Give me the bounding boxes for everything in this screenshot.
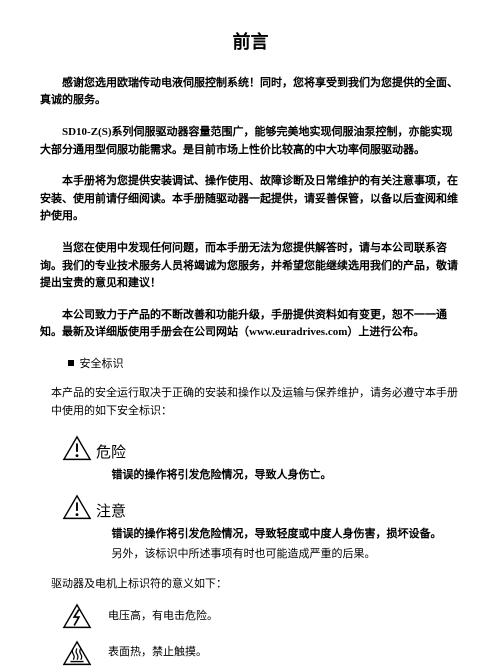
high-voltage-row: 电压高，有电击危险。 [62, 603, 461, 629]
caution-text-block: 错误的操作将引发危险情况，导致轻度或中度人身伤害，损坏设备。 另外，该标识中所述… [112, 526, 462, 563]
bullet-icon [68, 360, 74, 366]
danger-label: 危险 [96, 441, 126, 465]
hot-surface-text: 表面热，禁止触摸。 [108, 644, 207, 662]
symbols-intro: 驱动器及电机上标识符的意义如下： [51, 576, 461, 594]
caution-row: 注意 [62, 494, 461, 524]
page-title: 前言 [40, 28, 461, 57]
danger-text: 错误的操作将引发危险情况，导致人身伤亡。 [112, 467, 462, 485]
paragraph-5: 本公司致力于产品的不断改善和功能升级，手册提供资料如有变更，恕不一一通知。最新及… [40, 307, 461, 342]
hot-surface-row: 表面热，禁止触摸。 [62, 640, 461, 666]
caution-text: 错误的操作将引发危险情况，导致轻度或中度人身伤害，损坏设备。 [112, 526, 462, 544]
paragraph-4: 当您在使用中发现任何问题，而本手册无法为您提供解答时，请与本公司联系咨询。我们的… [40, 240, 461, 293]
paragraph-2: SD10-Z(S)系列伺服驱动器容量范围广，能够完美地实现伺服油泵控制，亦能实现… [40, 124, 461, 159]
section-header-row: 安全标识 [68, 356, 462, 374]
caution-subtext: 另外，该标识中所述事项有时也可能造成严重的后果。 [112, 546, 462, 564]
paragraph-1: 感谢您选用欧瑞传动电液伺服控制系统！同时，您将享受到我们为您提供的全面、真诚的服… [40, 75, 461, 110]
caution-label: 注意 [96, 500, 126, 524]
danger-row: 危险 [62, 435, 461, 465]
paragraph-3: 本手册将为您提供安装调试、操作使用、故障诊断及日常维护的有关注意事项，在安装、使… [40, 173, 461, 226]
danger-triangle-icon [62, 435, 92, 461]
danger-text-block: 错误的操作将引发危险情况，导致人身伤亡。 [112, 467, 462, 485]
high-voltage-icon [62, 603, 92, 629]
safety-intro: 本产品的安全运行取决于正确的安装和操作以及运输与保养维护，请务必遵守本手册中使用… [51, 384, 461, 421]
hot-surface-icon [62, 640, 92, 666]
section-header: 安全标识 [80, 358, 124, 370]
caution-triangle-icon [62, 494, 92, 520]
high-voltage-text: 电压高，有电击危险。 [108, 608, 218, 626]
